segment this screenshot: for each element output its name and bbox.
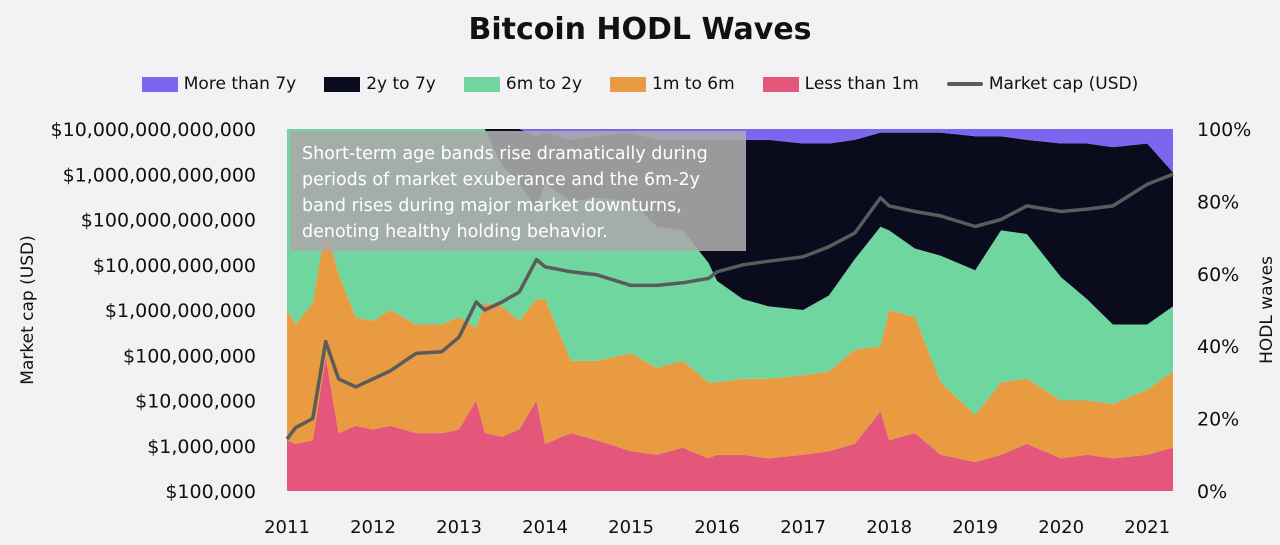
x-tick-label: 2017 xyxy=(780,517,826,538)
x-tick-label: 2013 xyxy=(436,517,482,538)
legend-swatch-less-than-1m xyxy=(762,76,799,92)
right-tick-label: 60% xyxy=(1197,264,1239,286)
right-tick-label: 100% xyxy=(1197,119,1251,141)
legend-line-market-cap xyxy=(946,82,983,86)
x-tick-label: 2020 xyxy=(1038,517,1084,538)
legend-label-more-than-7y: More than 7y xyxy=(183,74,297,94)
legend-item-market-cap: Market cap (USD) xyxy=(946,74,1139,94)
x-tick-label: 2015 xyxy=(608,517,654,538)
area-1m-to-6m xyxy=(287,226,1173,462)
left-tick-label: $100,000,000,000 xyxy=(81,210,256,232)
right-tick-label: 80% xyxy=(1197,191,1239,213)
x-tick-label: 2021 xyxy=(1124,517,1170,538)
chart-title: Bitcoin HODL Waves xyxy=(468,12,812,47)
legend-swatch-2y-to-7y xyxy=(324,76,361,92)
right-axis-ticks: 100% 80% 60% 40% 20% 0% xyxy=(1197,119,1251,503)
left-tick-label: $10,000,000,000,000 xyxy=(51,119,256,141)
market-cap-line-group xyxy=(285,172,1174,441)
x-axis-ticks: 2011 2012 2013 2014 2015 2016 2017 2018 2019 2020… xyxy=(264,517,1170,538)
left-tick-label: $1,000,000,000 xyxy=(105,300,256,322)
legend-swatch-6m-to-2y xyxy=(463,76,500,92)
area-less-than-1m xyxy=(287,357,1173,491)
legend-item-1m-to-6m: 1m to 6m xyxy=(610,74,735,94)
legend-swatch-1m-to-6m xyxy=(610,76,647,92)
legend-swatch-more-than-7y xyxy=(141,76,178,92)
left-tick-label: $100,000,000 xyxy=(123,345,256,367)
left-tick-label: $10,000,000 xyxy=(135,391,256,413)
legend-item-2y-to-7y: 2y to 7y xyxy=(324,74,436,94)
left-tick-label: $1,000,000 xyxy=(147,436,256,458)
x-tick-label: 2012 xyxy=(350,517,396,538)
market-cap-line xyxy=(285,172,1174,441)
left-tick-label: $10,000,000,000 xyxy=(93,255,256,277)
annotation-box: Short-term age bands rise dramatically d… xyxy=(290,131,746,251)
left-tick-label: $100,000 xyxy=(165,481,256,503)
legend-item-6m-to-2y: 6m to 2y xyxy=(463,74,583,94)
legend-item-less-than-1m: Less than 1m xyxy=(762,74,919,94)
left-axis-ticks: $10,000,000,000,000 $1,000,000,000,000 $10… xyxy=(51,119,256,503)
y-axis-label-left: Market cap (USD) xyxy=(18,235,38,384)
right-tick-label: 40% xyxy=(1197,336,1239,358)
legend-label-1m-to-6m: 1m to 6m xyxy=(652,74,735,94)
legend-label-2y-to-7y: 2y to 7y xyxy=(366,74,436,94)
right-tick-label: 20% xyxy=(1197,409,1239,431)
legend-label-less-than-1m: Less than 1m xyxy=(804,74,919,94)
x-tick-label: 2018 xyxy=(866,517,912,538)
x-tick-label: 2014 xyxy=(522,517,568,538)
left-tick-label: $1,000,000,000,000 xyxy=(63,164,256,186)
right-tick-label: 0% xyxy=(1197,481,1227,503)
x-tick-label: 2016 xyxy=(694,517,740,538)
legend-label-6m-to-2y: 6m to 2y xyxy=(505,74,583,94)
y-axis-label-right: HODL waves xyxy=(1257,256,1277,364)
x-tick-label: 2011 xyxy=(264,517,310,538)
legend-item-more-than-7y: More than 7y xyxy=(141,74,297,94)
x-tick-label: 2019 xyxy=(952,517,998,538)
legend: More than 7y 2y to 7y 6m to 2y 1m to 6m … xyxy=(0,74,1280,94)
legend-label-market-cap: Market cap (USD) xyxy=(988,74,1139,94)
